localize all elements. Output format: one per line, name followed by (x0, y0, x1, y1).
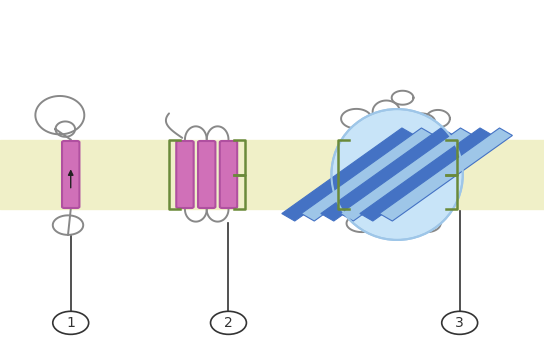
Text: 1: 1 (66, 316, 75, 330)
FancyBboxPatch shape (198, 141, 215, 208)
Polygon shape (379, 128, 512, 221)
Text: 2: 2 (224, 316, 233, 330)
Ellipse shape (331, 109, 463, 240)
Polygon shape (360, 128, 493, 221)
Polygon shape (301, 128, 434, 221)
Circle shape (442, 311, 478, 334)
Circle shape (211, 311, 246, 334)
FancyBboxPatch shape (176, 141, 194, 208)
Text: 3: 3 (455, 316, 464, 330)
Bar (0, 140, 544, 209)
Polygon shape (282, 128, 415, 221)
FancyBboxPatch shape (220, 141, 237, 208)
FancyBboxPatch shape (62, 141, 79, 208)
Polygon shape (321, 128, 454, 221)
Circle shape (53, 311, 89, 334)
Polygon shape (341, 128, 473, 221)
